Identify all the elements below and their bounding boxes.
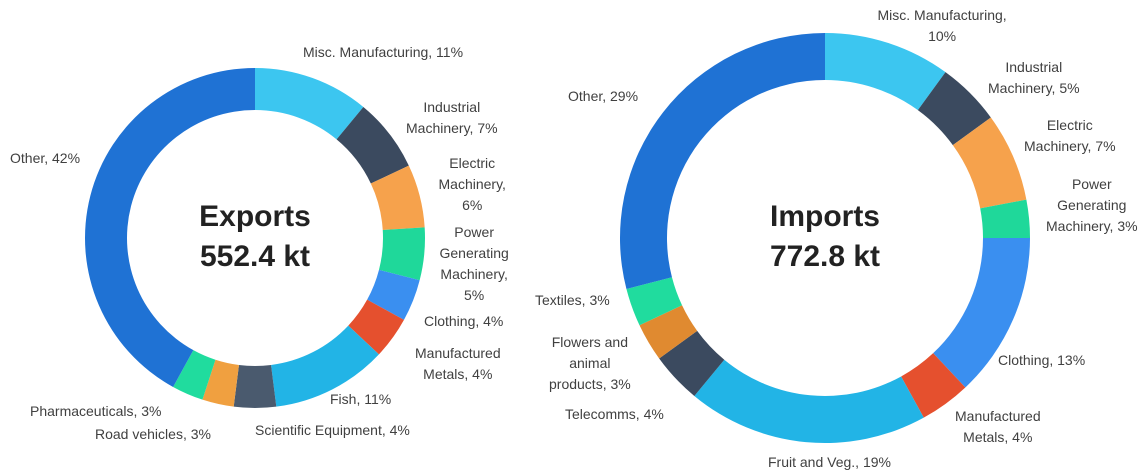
donut-slice <box>980 199 1030 238</box>
donut-slice <box>378 227 426 281</box>
donut-slice <box>933 238 1030 388</box>
data-label: Telecomms, 4% <box>565 406 664 422</box>
data-label: Electric Machinery, 7% <box>1024 117 1116 154</box>
data-label: Electric Machinery, 6% <box>438 155 506 213</box>
data-label: Textiles, 3% <box>535 292 610 308</box>
donut-slice <box>620 33 825 289</box>
donut-slice <box>694 359 924 443</box>
data-label: Fish, 11% <box>330 391 392 407</box>
donut-slice <box>659 330 725 396</box>
donut-slice <box>233 364 277 408</box>
data-label: Industrial Machinery, 5% <box>988 59 1080 96</box>
data-label: Industrial Machinery, 7% <box>406 99 498 136</box>
data-label: Other, 42% <box>10 150 81 166</box>
donut-slice <box>370 165 425 230</box>
data-label: Other, 29% <box>568 88 639 104</box>
data-label: Manufactured Metals, 4% <box>955 408 1041 445</box>
donut-slice <box>952 117 1027 209</box>
donut-slice <box>639 305 698 359</box>
donut-slice <box>271 325 379 407</box>
data-label: Clothing, 4% <box>424 313 504 329</box>
data-label: Manufactured Metals, 4% <box>415 345 501 382</box>
donut-slice <box>255 68 364 140</box>
data-label: Flowers and animal products, 3% <box>549 334 631 392</box>
data-label: Road vehicles, 3% <box>95 426 211 442</box>
donut-slice <box>348 299 404 355</box>
data-label: Power Generating Machinery, 5% <box>439 224 509 303</box>
donut-slice <box>917 72 991 146</box>
donut-slice <box>825 33 946 111</box>
center-title: Exports <box>199 200 311 233</box>
data-label: Misc. Manufacturing, 10% <box>877 7 1007 44</box>
data-label: Power Generating Machinery, 3% <box>1046 176 1138 234</box>
data-label: Misc. Manufacturing, 11% <box>303 44 464 60</box>
center-value: 552.4 kt <box>200 240 310 273</box>
donut-slice <box>202 359 239 407</box>
center-title: Imports <box>770 200 880 233</box>
data-label: Pharmaceuticals, 3% <box>30 403 162 419</box>
donut-slice <box>626 277 683 326</box>
data-label: Scientific Equipment, 4% <box>255 422 410 438</box>
data-label: Fruit and Veg., 19% <box>768 454 891 470</box>
data-label: Clothing, 13% <box>998 352 1086 368</box>
donut-slice <box>336 107 409 184</box>
center-value: 772.8 kt <box>770 240 880 273</box>
donut-slice <box>85 68 256 387</box>
donut-slice <box>173 350 216 400</box>
donut-slice <box>901 353 966 418</box>
donut-slice <box>367 269 420 320</box>
